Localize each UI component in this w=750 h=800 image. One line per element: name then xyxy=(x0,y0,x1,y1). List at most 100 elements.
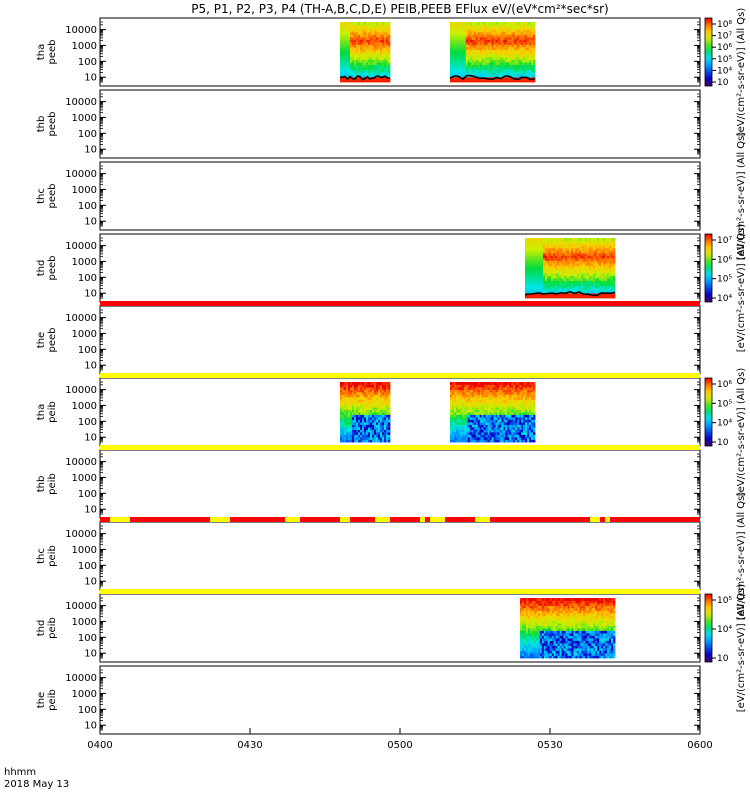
panel-label-species: peeb xyxy=(47,328,58,353)
spectrogram-cell xyxy=(533,382,535,385)
spectrogram-cell xyxy=(388,407,390,410)
panel-the-peeb: 10100100010000the peeb xyxy=(36,306,700,374)
spectrogram-cell xyxy=(533,430,535,433)
spectrogram-cell xyxy=(533,27,535,30)
spectrogram-cell xyxy=(613,253,615,256)
y-tick-label: 10000 xyxy=(65,169,97,180)
spectrogram-cell xyxy=(388,65,390,68)
chart-title: P5, P1, P2, P3, P4 (TH-A,B,C,D,E) PEIB,P… xyxy=(191,2,608,16)
spectrogram-cell xyxy=(613,246,615,249)
y-tick-label: 10000 xyxy=(65,97,97,108)
spectrogram-cell xyxy=(613,241,615,244)
spectrogram-cell xyxy=(533,410,535,413)
spectrogram-cell xyxy=(533,387,535,390)
spectrogram-cell xyxy=(533,40,535,43)
panel-label-probe: thd xyxy=(36,260,47,277)
panel-thd-peeb: 10100100010000thd peeb xyxy=(36,234,700,302)
panel-label-probe: thc xyxy=(36,548,47,564)
spectrogram-cell xyxy=(533,30,535,33)
panel-thc-peib: 10100100010000thc peib xyxy=(36,522,700,590)
spectrogram-cell xyxy=(533,435,535,438)
spectrogram-cell xyxy=(388,75,390,78)
y-tick-label: 10 xyxy=(84,145,97,156)
spectrogram-cell xyxy=(613,256,615,259)
y-tick-label: 100 xyxy=(78,489,97,500)
panel-label-species: peib xyxy=(47,473,58,495)
panel-label-species: peeb xyxy=(47,184,58,209)
spectrogram-cell xyxy=(613,243,615,246)
panel-label-species: peeb xyxy=(47,256,58,281)
y-tick-label: 10 xyxy=(84,505,97,516)
panel-thd-peib: 10100100010000thd peib xyxy=(36,594,700,662)
spectrogram-cell xyxy=(533,407,535,410)
y-tick-label: 100 xyxy=(78,273,97,284)
spectrogram-cell xyxy=(388,417,390,420)
spectrogram-cell xyxy=(533,437,535,440)
spectrogram-cell xyxy=(533,427,535,430)
spectrogram-cell xyxy=(388,425,390,428)
spectrogram-cell xyxy=(533,67,535,70)
spectrogram-cell xyxy=(388,437,390,440)
spectrogram-figure: P5, P1, P2, P3, P4 (TH-A,B,C,D,E) PEIB,P… xyxy=(0,0,750,800)
y-tick-label: 10 xyxy=(84,361,97,372)
spectrogram-cell xyxy=(533,390,535,393)
spectrogram-cell xyxy=(388,385,390,388)
spectrogram-cell xyxy=(388,402,390,405)
spectrogram-cell xyxy=(533,405,535,408)
spectrogram-cell xyxy=(613,288,615,291)
y-tick-label: 100 xyxy=(78,57,97,68)
spectrogram-cell xyxy=(533,55,535,58)
spectrogram-cell xyxy=(613,266,615,269)
spectrogram-cell xyxy=(533,432,535,435)
spectrogram-cell xyxy=(388,397,390,400)
panel-thc-peeb: 10100100010000thc peeb xyxy=(36,162,700,230)
spectrogram-cell xyxy=(388,27,390,30)
spectrogram-cell xyxy=(533,22,535,25)
y-tick-label: 1000 xyxy=(72,473,97,484)
spectrogram-cell xyxy=(388,395,390,398)
spectrogram-cell xyxy=(613,238,615,241)
spectrogram-cell xyxy=(533,80,535,83)
spectrogram-cell xyxy=(613,268,615,271)
spectrogram-cell xyxy=(388,415,390,418)
spectrogram-cell xyxy=(613,248,615,251)
y-tick-label: 1000 xyxy=(72,545,97,556)
spectrogram-block xyxy=(450,22,535,82)
panel-tha-peib: 10100100010000tha peib xyxy=(36,378,700,446)
spectrogram-cell xyxy=(388,40,390,43)
y-tick-label: 100 xyxy=(78,201,97,212)
spectrogram-cell xyxy=(613,276,615,279)
spectrogram-cell xyxy=(388,30,390,33)
y-tick-label: 10 xyxy=(84,73,97,84)
spectrogram-cell xyxy=(388,387,390,390)
spectrogram-cell xyxy=(533,52,535,55)
spectrogram-cell xyxy=(533,57,535,60)
spectrogram-cell xyxy=(533,425,535,428)
spectrogram-cell xyxy=(388,45,390,48)
y-tick-label: 1000 xyxy=(72,329,97,340)
spectrogram-cell xyxy=(533,392,535,395)
spectrogram-cell xyxy=(388,410,390,413)
spectrogram-cell xyxy=(388,412,390,415)
spectrogram-cell xyxy=(388,427,390,430)
spectrogram-cell xyxy=(533,440,535,443)
y-tick-label: 1000 xyxy=(72,41,97,52)
spectrogram-cell xyxy=(388,22,390,25)
spectrogram-cell xyxy=(613,251,615,254)
spectrogram-cell xyxy=(388,67,390,70)
spectrogram-cell xyxy=(533,62,535,65)
spectrogram-cell xyxy=(533,400,535,403)
spectrogram-cell xyxy=(388,52,390,55)
spectrogram-cell xyxy=(388,62,390,65)
spectrogram-cell xyxy=(388,382,390,385)
panel-frame xyxy=(100,522,700,590)
spectrogram-cell xyxy=(388,430,390,433)
y-tick-label: 10000 xyxy=(65,313,97,324)
panel-label-species: peib xyxy=(47,401,58,423)
y-tick-label: 1000 xyxy=(72,113,97,124)
spectrogram-cell xyxy=(533,37,535,40)
spectrogram-cell xyxy=(388,42,390,45)
spectrogram-cell xyxy=(388,47,390,50)
spectrogram-cell xyxy=(533,72,535,75)
y-tick-label: 100 xyxy=(78,561,97,572)
